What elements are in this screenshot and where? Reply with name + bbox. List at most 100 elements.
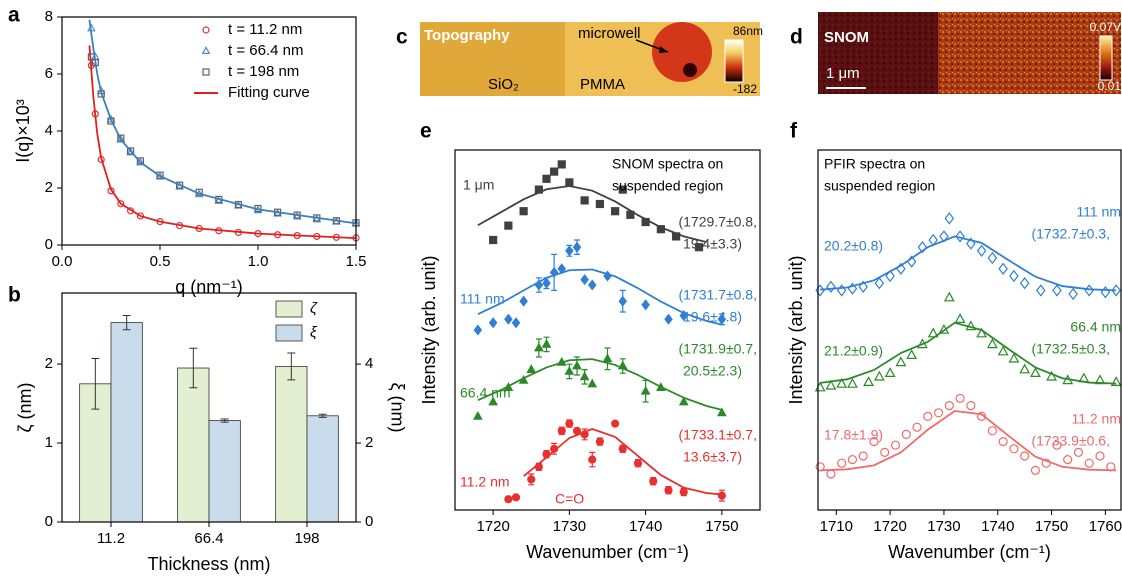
data-point xyxy=(956,394,964,402)
legend-label: ζ xyxy=(310,300,318,317)
data-point xyxy=(875,372,884,380)
bar xyxy=(209,421,240,522)
data-point xyxy=(520,208,527,215)
data-point xyxy=(581,197,588,204)
data-point xyxy=(1074,448,1082,456)
data-point xyxy=(1096,452,1104,460)
data-point xyxy=(1053,285,1061,295)
data-point xyxy=(566,179,573,186)
snom-image: SNOM 1 μm 0.07V 0.01 xyxy=(818,12,1121,94)
data-point xyxy=(988,253,996,263)
data-point xyxy=(635,460,642,467)
data-point xyxy=(935,409,943,417)
data-point xyxy=(988,427,996,435)
data-point xyxy=(551,168,558,175)
data-point xyxy=(566,420,573,427)
data-point xyxy=(864,377,873,385)
plot-frame xyxy=(62,17,356,245)
x-tick-label: 1710 xyxy=(820,518,853,535)
annotation: 20.5±2.3) xyxy=(683,363,742,379)
legend-label: t = 198 nm xyxy=(228,63,299,80)
x-axis-title: Wavenumber (cm⁻¹) xyxy=(888,542,1051,562)
data-point xyxy=(1031,466,1039,474)
x-tick-label: 1740 xyxy=(629,518,662,535)
y2-tick-label: 0 xyxy=(365,513,373,530)
bar xyxy=(276,366,307,522)
image-title: SNOM xyxy=(824,29,869,46)
data-point xyxy=(619,297,626,306)
data-point xyxy=(513,494,520,501)
annotation: 19.4±3.3) xyxy=(683,236,742,252)
panel-label: b xyxy=(8,284,21,307)
data-point xyxy=(848,379,857,387)
data-point xyxy=(573,362,581,369)
data-point xyxy=(945,402,953,410)
data-point xyxy=(581,373,589,380)
image-label: SiO₂ xyxy=(488,76,519,93)
data-point xyxy=(505,222,512,229)
colorbar-label: 0.01 xyxy=(1098,79,1122,93)
x-tick-label: 11.2 xyxy=(97,530,125,547)
colorbar-label: -182 xyxy=(733,82,757,96)
data-point xyxy=(718,492,725,499)
annotation: (1731.9±0.7, xyxy=(678,341,757,357)
annotation: (1732.7±0.3, xyxy=(1031,226,1110,242)
x-tick-label: 1.0 xyxy=(248,253,269,270)
data-point xyxy=(816,285,824,295)
y-axis-title: ζ (nm) xyxy=(15,383,35,433)
data-point xyxy=(838,285,846,295)
fit-line xyxy=(89,20,356,223)
annotation: 21.2±0.9) xyxy=(824,343,883,359)
annotation: (1731.7±0.8, xyxy=(678,287,757,303)
image-label: PMMA xyxy=(580,76,625,93)
data-point xyxy=(1085,285,1093,295)
annotation: (1729.7±0.8, xyxy=(678,214,757,230)
data-point xyxy=(505,315,512,324)
colorbar-label: 86nm xyxy=(733,24,763,38)
annotation: 17.8±1.9) xyxy=(824,427,883,443)
annotation: 111 nm xyxy=(1076,204,1121,220)
x-axis-title: Thickness (nm) xyxy=(147,554,270,574)
data-point xyxy=(581,275,588,284)
panel-label: c xyxy=(396,26,408,49)
annotation: suspended region xyxy=(612,178,723,194)
colorbar-label: 0.07V xyxy=(1090,20,1121,34)
data-point xyxy=(589,456,596,463)
legend-swatch xyxy=(276,325,302,341)
data-point xyxy=(474,325,481,334)
figure: Topography microwell SiO₂ PMMA 86nm -182… xyxy=(0,0,1122,582)
annotation: 66.4 nm xyxy=(460,385,511,401)
data-point xyxy=(558,427,565,434)
y-tick-label: 6 xyxy=(45,65,53,82)
annotation: 13.6±3.7) xyxy=(683,449,742,465)
data-point xyxy=(1037,285,1045,295)
data-point xyxy=(520,297,527,306)
x-tick-label: 198 xyxy=(294,530,319,547)
data-point xyxy=(588,380,596,387)
data-point xyxy=(1064,456,1072,464)
data-point xyxy=(596,438,603,445)
x-tick-label: 1720 xyxy=(476,518,509,535)
data-point xyxy=(203,69,209,75)
annotation: 1 μm xyxy=(463,177,494,193)
legend-swatch xyxy=(276,301,302,317)
data-point xyxy=(1069,289,1077,299)
y-tick-label: 2 xyxy=(45,355,53,372)
data-point xyxy=(816,383,825,391)
data-point xyxy=(535,344,543,351)
data-point xyxy=(665,487,672,494)
data-point xyxy=(859,452,867,460)
data-point xyxy=(1010,445,1018,453)
legend-label: t = 66.4 nm xyxy=(228,42,303,59)
x-tick-label: 1.5 xyxy=(346,253,367,270)
data-point xyxy=(680,489,687,496)
annotation: 20.2±0.8) xyxy=(824,238,883,254)
panel-label: f xyxy=(790,120,798,143)
y-tick-label: 0 xyxy=(45,236,53,253)
data-point xyxy=(566,367,574,374)
data-point xyxy=(999,264,1007,274)
data-point xyxy=(913,423,921,431)
bar xyxy=(307,416,338,522)
data-point xyxy=(527,365,535,372)
data-point xyxy=(956,314,965,322)
